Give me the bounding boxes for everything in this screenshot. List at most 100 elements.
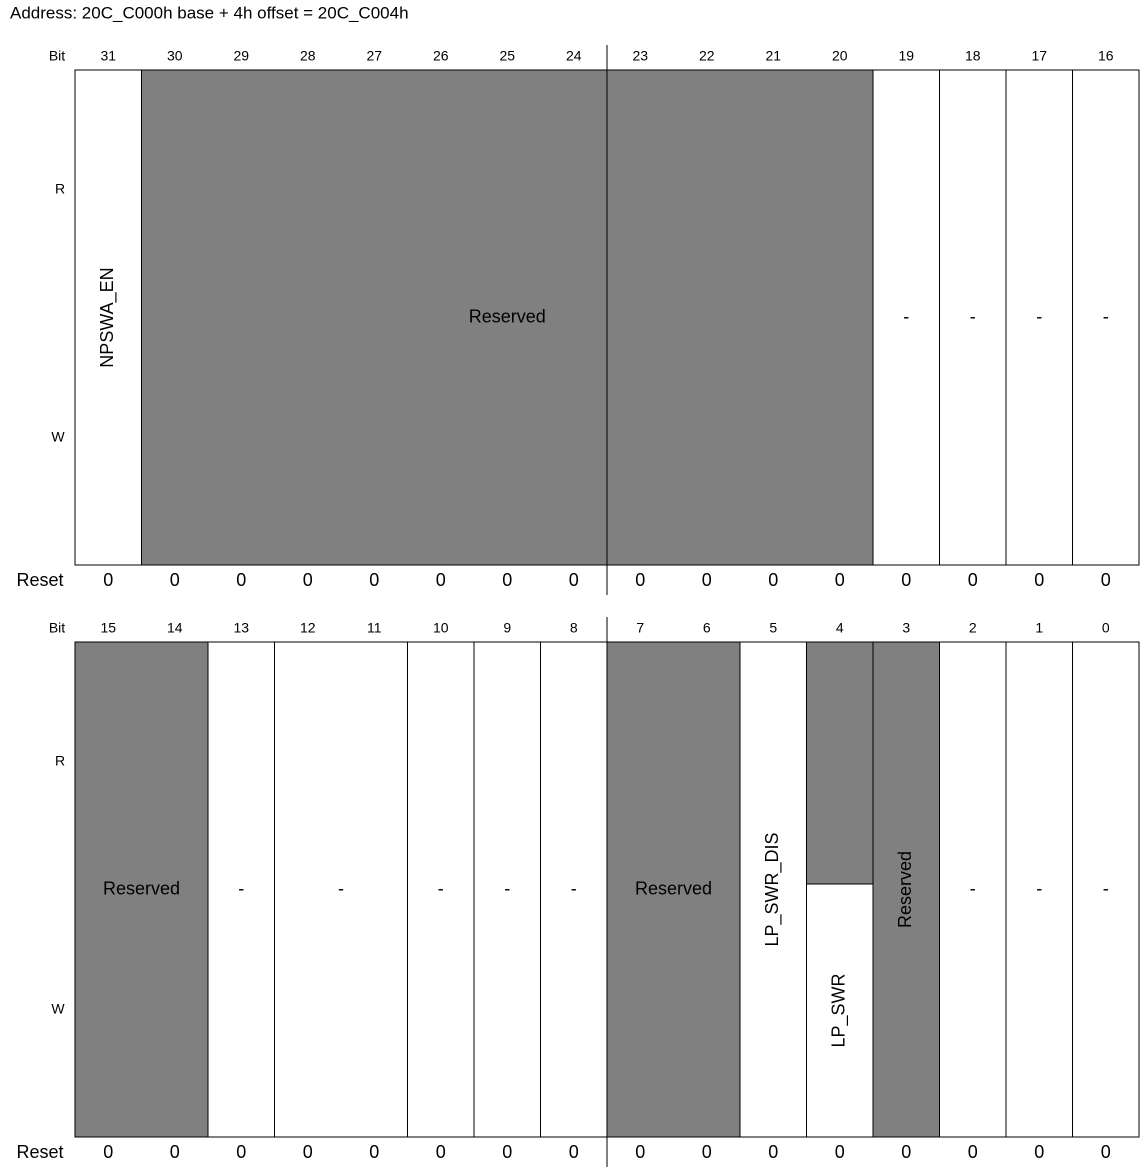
write-label: W	[51, 429, 65, 445]
field	[141, 69, 874, 566]
reset-value: 0	[369, 570, 379, 590]
bit-number: 26	[433, 48, 449, 64]
field	[1072, 641, 1140, 1138]
reset-value: 0	[502, 1142, 512, 1162]
field	[939, 69, 1007, 566]
field-label: Reserved	[895, 851, 915, 928]
reset-value: 0	[369, 1142, 379, 1162]
bit-number: 8	[570, 620, 578, 636]
field-label: LP_SWR_DIS	[762, 832, 783, 946]
reset-value: 0	[768, 1142, 778, 1162]
field	[407, 641, 475, 1138]
write-label: W	[51, 1001, 65, 1017]
field	[473, 641, 541, 1138]
reset-value: 0	[236, 570, 246, 590]
field	[606, 641, 741, 1138]
reset-value: 0	[901, 570, 911, 590]
reset-value: 0	[303, 570, 313, 590]
bit-number: 13	[233, 620, 249, 636]
bit-number: 25	[499, 48, 515, 64]
reset-value: 0	[1034, 570, 1044, 590]
bit-number: 20	[832, 48, 848, 64]
read-label: R	[55, 753, 65, 769]
reset-value: 0	[170, 1142, 180, 1162]
bit-number: 19	[898, 48, 914, 64]
address-title: Address: 20C_C000h base + 4h offset = 20…	[10, 3, 409, 22]
reset-label: Reset	[16, 570, 63, 590]
bit-number: 18	[965, 48, 981, 64]
bit-number: 29	[233, 48, 249, 64]
field	[1005, 69, 1073, 566]
field-label: -	[1103, 306, 1109, 326]
reset-value: 0	[901, 1142, 911, 1162]
field-label: -	[1103, 878, 1109, 898]
bit-header: Bit	[49, 620, 65, 636]
bit-number: 11	[367, 620, 382, 636]
reset-value: 0	[702, 1142, 712, 1162]
reset-label: Reset	[16, 1142, 63, 1162]
bit-number: 21	[765, 48, 781, 64]
field	[1005, 641, 1073, 1138]
bit-number: 12	[300, 620, 316, 636]
reset-value: 0	[569, 570, 579, 590]
bit-number: 1	[1035, 620, 1043, 636]
field-label: -	[238, 878, 244, 898]
field-label: -	[903, 306, 909, 326]
field-label: -	[338, 878, 344, 898]
reset-value: 0	[768, 570, 778, 590]
bit-number: 6	[703, 620, 711, 636]
reset-value: 0	[103, 570, 113, 590]
read-label: R	[55, 181, 65, 197]
field-label: -	[970, 306, 976, 326]
reset-value: 0	[968, 1142, 978, 1162]
bit-number: 30	[167, 48, 183, 64]
field-label: -	[571, 878, 577, 898]
bit-number: 31	[100, 48, 116, 64]
bit-number: 4	[836, 620, 844, 636]
reset-value: 0	[702, 570, 712, 590]
bit-number: 14	[167, 620, 183, 636]
bit-number: 10	[433, 620, 449, 636]
reset-value: 0	[103, 1142, 113, 1162]
field-label: -	[970, 878, 976, 898]
reset-value: 0	[569, 1142, 579, 1162]
field	[274, 641, 408, 1138]
field	[540, 641, 608, 1138]
reset-value: 0	[835, 1142, 845, 1162]
field-label: -	[1036, 306, 1042, 326]
bit-number: 27	[366, 48, 382, 64]
field	[739, 641, 807, 1138]
bit-number: 3	[902, 620, 910, 636]
field	[1072, 69, 1140, 566]
field-read-reserved	[806, 641, 874, 885]
reset-value: 0	[1034, 1142, 1044, 1162]
reset-value: 0	[502, 570, 512, 590]
field-label: NPSWA_EN	[97, 267, 118, 367]
field-label: LP_SWR	[829, 973, 850, 1047]
field	[207, 641, 275, 1138]
reset-value: 0	[170, 570, 180, 590]
field	[939, 641, 1007, 1138]
reset-value: 0	[1101, 1142, 1111, 1162]
reset-value: 0	[303, 1142, 313, 1162]
field-label: Reserved	[103, 878, 180, 898]
field-label: -	[504, 878, 510, 898]
reset-value: 0	[1101, 570, 1111, 590]
bit-number: 2	[969, 620, 977, 636]
reset-value: 0	[635, 1142, 645, 1162]
reset-value: 0	[236, 1142, 246, 1162]
bit-number: 17	[1031, 48, 1047, 64]
bit-number: 5	[769, 620, 777, 636]
reset-value: 0	[968, 570, 978, 590]
bit-number: 9	[503, 620, 511, 636]
reset-value: 0	[436, 570, 446, 590]
field-write	[806, 883, 874, 1138]
field-label: Reserved	[635, 878, 712, 898]
reset-value: 0	[635, 570, 645, 590]
field	[872, 69, 940, 566]
bit-header: Bit	[49, 48, 65, 64]
field-label: -	[438, 878, 444, 898]
reset-value: 0	[835, 570, 845, 590]
field	[872, 641, 940, 1138]
